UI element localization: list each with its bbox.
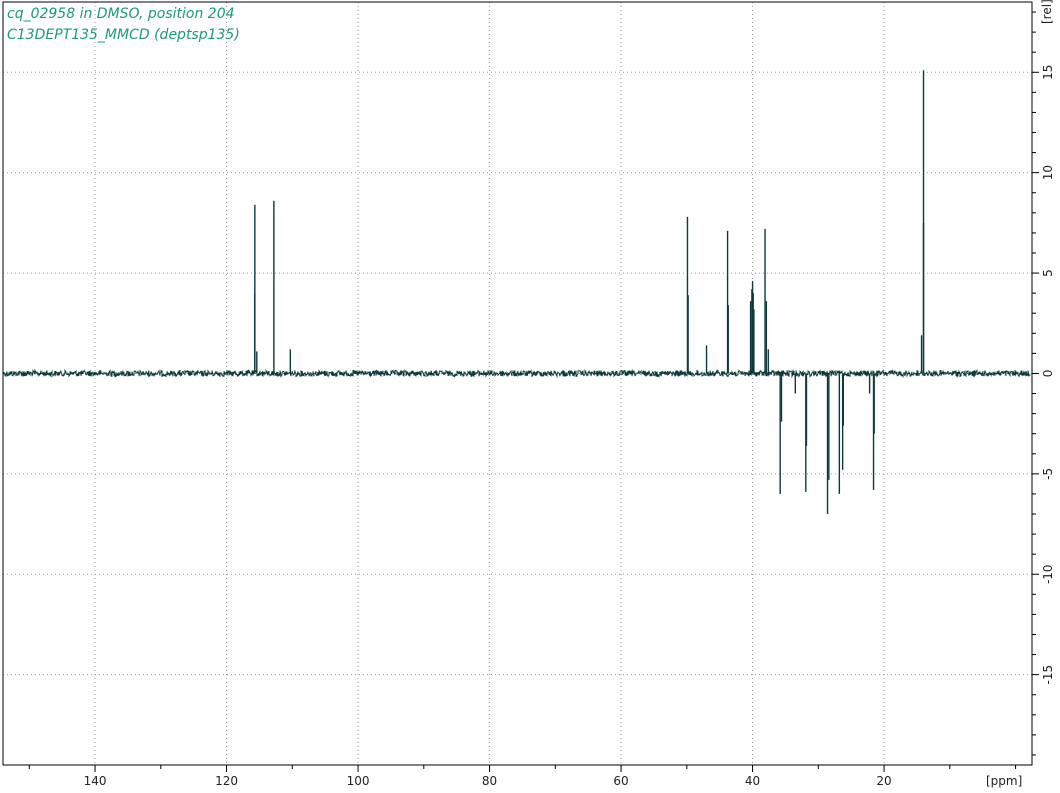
x-axis-unit-label: [ppm] xyxy=(986,774,1022,788)
y-tick-label: 0 xyxy=(1041,370,1055,378)
y-tick-label: 10 xyxy=(1041,165,1055,180)
plot-frame xyxy=(2,1,1033,766)
x-tick-label: 20 xyxy=(876,774,891,788)
spectrum-subtitle: C13DEPT135_MMCD (deptsp135) xyxy=(7,27,240,43)
spectrum-title: cq_02958 in DMSO, position 204 xyxy=(7,6,235,22)
y-tick-label: 5 xyxy=(1041,269,1055,277)
x-tick-label: 140 xyxy=(84,774,107,788)
peak-series xyxy=(254,70,925,515)
x-tick-label: 40 xyxy=(745,774,760,788)
grid-lines xyxy=(3,2,1032,765)
x-axis: 140 120 100 80 60 40 20 xyxy=(28,765,1017,788)
x-tick-label: 100 xyxy=(347,774,370,788)
baseline-noise xyxy=(3,368,1031,379)
x-tick-label: 120 xyxy=(215,774,238,788)
x-tick-label: 80 xyxy=(482,774,497,788)
y-tick-label: 15 xyxy=(1041,65,1055,80)
y-tick-label: -15 xyxy=(1041,665,1055,685)
y-axis: 15 10 5 0 -5 -10 -15 xyxy=(1032,11,1055,756)
y-axis-unit-label: [rel] xyxy=(1040,0,1054,24)
y-tick-label: -10 xyxy=(1041,564,1055,584)
x-tick-label: 60 xyxy=(613,774,628,788)
y-tick-label: -5 xyxy=(1041,468,1055,480)
baseline-noise-trace xyxy=(3,368,1031,379)
